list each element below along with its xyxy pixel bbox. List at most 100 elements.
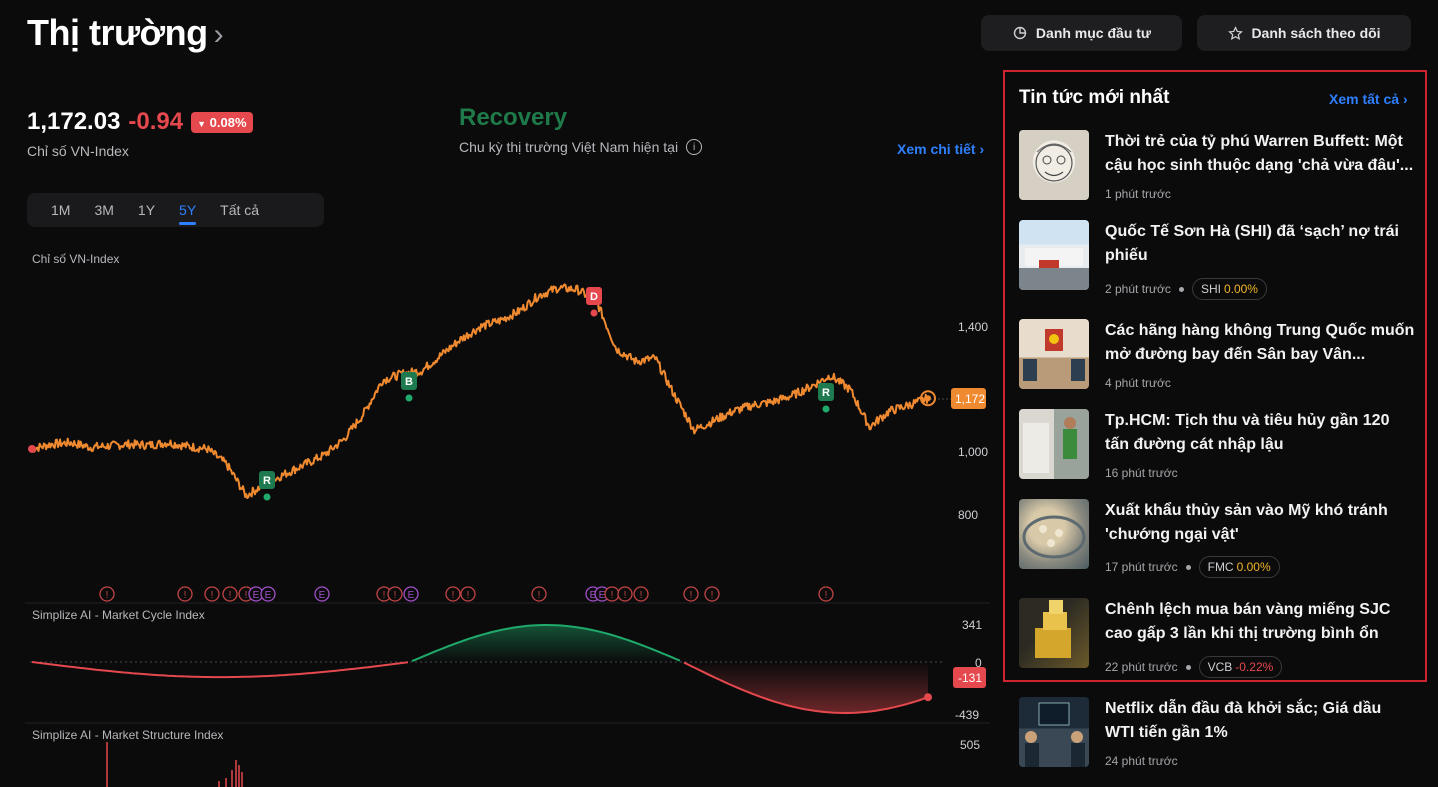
news-thumbnail [1019, 409, 1089, 479]
event-marker-label: ! [106, 590, 109, 601]
separator-dot [1185, 664, 1191, 670]
event-marker [704, 586, 720, 602]
signal-badges-group: R B D R [259, 287, 834, 501]
start-point [28, 444, 36, 453]
price-line [31, 283, 929, 499]
cycle-subtitle: Chu kỳ thị trường Việt Nam hiện tại [459, 139, 679, 155]
event-marker [445, 586, 461, 602]
current-cycle-tag [953, 667, 986, 688]
cycle-phase: Recovery [459, 104, 568, 131]
event-marker-label: E [253, 590, 260, 601]
news-thumbnail [1019, 697, 1089, 767]
cycle-line-positive [411, 624, 681, 663]
news-item[interactable]: Tp.HCM: Tịch thu và tiêu hủy gần 120 tấn… [1019, 409, 1414, 481]
news-time: 4 phút trước [1105, 376, 1171, 390]
news-item[interactable]: Thời trẻ của tỷ phú Warren Buffett: Một … [1019, 130, 1414, 202]
cycle-positive-area [410, 625, 683, 662]
news-thumbnail [1019, 319, 1089, 389]
event-marker-label: E [590, 590, 597, 601]
price-line-group [28, 283, 936, 499]
news-time: 22 phút trước [1105, 660, 1178, 674]
page-title[interactable]: Thị trường › [27, 12, 224, 54]
event-marker [99, 586, 115, 602]
event-marker-label: ! [211, 590, 214, 601]
tab-all[interactable]: Tất cả [220, 202, 260, 218]
event-marker-label: E [265, 590, 272, 601]
tab-1m[interactable]: 1M [51, 202, 71, 218]
info-icon[interactable]: i [686, 139, 703, 155]
event-markers-group: !!!!! E E E!! E!!! E E!!!!!! [99, 586, 834, 602]
event-marker [204, 586, 220, 602]
ticker-change: 0.00% [1236, 560, 1271, 574]
ticker-chip[interactable]: FMC 0.00% [1198, 556, 1280, 578]
signal-badge [401, 372, 417, 390]
event-marker-label: ! [690, 590, 693, 601]
cycle-detail-link[interactable]: Xem chi tiết › [897, 141, 984, 157]
ticker-symbol: SHI [1200, 282, 1221, 296]
chevron-right-icon: › [1402, 91, 1408, 107]
watchlist-button[interactable]: Danh sách theo dõi [1197, 15, 1411, 51]
event-marker [314, 586, 330, 602]
index-name: Chỉ số VN-Index [27, 143, 129, 159]
signal-badge [259, 471, 275, 489]
pie-chart-icon [1012, 25, 1028, 41]
news-see-all-link[interactable]: Xem tất cả › [1329, 91, 1408, 107]
event-marker-label: ! [452, 590, 455, 601]
watchlist-button-label: Danh sách theo dõi [1251, 25, 1381, 41]
portfolio-button[interactable]: Danh mục đầu tư [981, 15, 1182, 51]
news-item[interactable]: Chênh lệch mua bán vàng miếng SJC cao gấ… [1019, 598, 1414, 678]
news-thumbnail [1019, 499, 1089, 569]
y-tick-label: -439 [955, 708, 979, 722]
news-meta: 17 phút trước FMC 0.00% [1105, 556, 1280, 578]
caret-down-icon: ▼ [197, 118, 207, 129]
y-tick-label: 1,400 [958, 320, 988, 334]
cycle-line-negative [31, 661, 409, 679]
news-time: 24 phút trước [1105, 754, 1178, 768]
news-time: 2 phút trước [1105, 282, 1171, 296]
news-thumbnail [1019, 130, 1089, 200]
signal-dot [590, 309, 598, 317]
current-price-tag [951, 388, 986, 409]
portfolio-button-label: Danh mục đầu tư [1035, 25, 1152, 41]
news-item[interactable]: Netflix dẫn đầu đà khởi sắc; Giá dầu WTI… [1019, 697, 1414, 769]
event-marker-label: ! [711, 590, 714, 601]
y-tick-label: 505 [960, 738, 980, 752]
news-meta: 1 phút trước [1105, 187, 1171, 201]
event-marker-label: ! [383, 590, 386, 601]
news-time: 1 phút trước [1105, 187, 1171, 201]
ticker-chip[interactable]: SHI 0.00% [1191, 278, 1267, 300]
news-title: Chênh lệch mua bán vàng miếng SJC cao gấ… [1105, 601, 1391, 642]
signal-badge [818, 383, 834, 401]
current-price-label: 1,172 [955, 392, 985, 406]
tab-3m[interactable]: 3M [94, 202, 114, 218]
ticker-chip[interactable]: VCB -0.22% [1198, 656, 1283, 678]
cycle-area-group [31, 624, 932, 714]
tab-5y[interactable]: 5Y [167, 193, 208, 227]
current-point [925, 395, 931, 402]
event-marker-label: ! [611, 590, 614, 601]
cycle-detail-label: Xem chi tiết [897, 141, 976, 157]
news-meta: 24 phút trước [1105, 754, 1178, 768]
event-marker-label: ! [538, 590, 541, 601]
y-tick-label: 800 [958, 508, 978, 522]
current-cycle-label: -131 [958, 671, 982, 685]
news-thumbnail [1019, 220, 1089, 290]
news-heading: Tin tức mới nhất [1019, 87, 1170, 108]
event-marker [387, 586, 403, 602]
event-marker-label: E [599, 590, 606, 601]
news-item[interactable]: Quốc Tế Sơn Hà (SHI) đã ‘sạch’ nợ trái p… [1019, 220, 1414, 300]
news-item[interactable]: Các hãng hàng không Trung Quốc muốn mở đ… [1019, 319, 1414, 391]
event-marker [260, 586, 276, 602]
signal-dot [263, 493, 271, 501]
news-title: Các hãng hàng không Trung Quốc muốn mở đ… [1105, 322, 1415, 363]
news-item[interactable]: Xuất khẩu thủy sản vào Mỹ khó tránh 'chư… [1019, 499, 1414, 579]
event-marker-label: ! [394, 590, 397, 601]
news-time: 17 phút trước [1105, 560, 1178, 574]
news-time: 16 phút trước [1105, 466, 1178, 480]
tab-1y[interactable]: 1Y [137, 202, 156, 218]
cycle-negative-area [683, 662, 928, 713]
ticker-symbol: FMC [1207, 560, 1234, 574]
news-meta: 16 phút trước [1105, 466, 1178, 480]
